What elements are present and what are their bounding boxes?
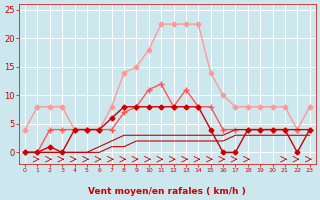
X-axis label: Vent moyen/en rafales ( km/h ): Vent moyen/en rafales ( km/h ) — [88, 187, 246, 196]
